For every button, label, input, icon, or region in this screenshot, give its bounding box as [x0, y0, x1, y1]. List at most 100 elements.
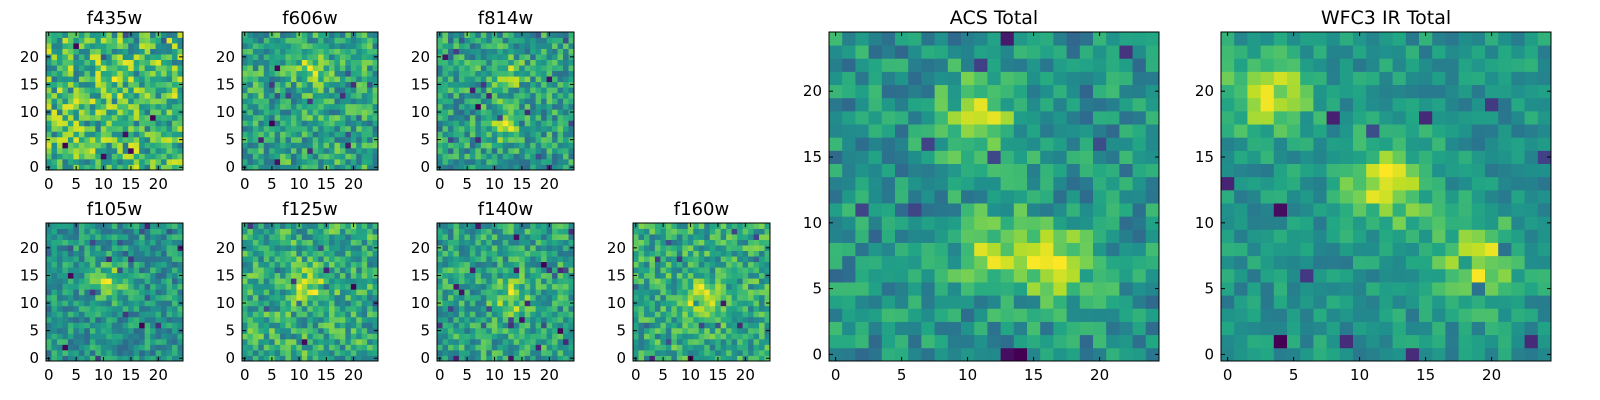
heatmap-cell — [934, 203, 949, 217]
heatmap-cell — [458, 316, 465, 323]
heatmap-cell — [1053, 347, 1067, 362]
heatmap-cell — [1066, 255, 1081, 270]
heatmap-cell — [269, 300, 276, 307]
heatmap-cell — [269, 125, 276, 132]
heatmap-cell — [155, 344, 162, 351]
heatmap-cell — [269, 234, 276, 240]
heatmap-cell — [447, 59, 454, 66]
heatmap-cell — [720, 344, 727, 351]
heatmap-cell — [177, 120, 184, 127]
y-tick-label: 15 — [20, 266, 39, 284]
heatmap-cell — [524, 261, 531, 268]
heatmap-cell — [285, 228, 292, 235]
heatmap-cell — [475, 267, 482, 274]
heatmap-cell — [497, 125, 504, 132]
heatmap-cell — [334, 164, 341, 171]
heatmap-cell — [312, 289, 319, 296]
heatmap-cell — [166, 103, 173, 110]
heatmap-cell — [122, 103, 129, 110]
heatmap-cell — [258, 267, 265, 274]
heatmap-cell — [318, 158, 324, 165]
heatmap-cell — [519, 65, 526, 72]
y-tick-label: 0 — [29, 349, 39, 367]
heatmap-cell — [502, 131, 509, 138]
heatmap-cell — [111, 300, 118, 307]
heatmap-cell — [296, 109, 303, 116]
heatmap-cell — [881, 163, 896, 178]
heatmap-cell — [144, 283, 151, 290]
heatmap-cell — [301, 125, 308, 132]
heatmap-cell — [638, 239, 645, 246]
heatmap-cell — [367, 147, 373, 154]
heatmap-cell — [73, 92, 80, 99]
heatmap-cell — [541, 76, 547, 83]
heatmap-cell — [155, 142, 162, 149]
heatmap-cell — [100, 158, 107, 165]
heatmap-cell — [557, 294, 564, 301]
heatmap-cell — [274, 228, 281, 235]
heatmap-cell — [285, 267, 292, 274]
heatmap-cell — [643, 228, 650, 235]
heatmap-cell — [552, 32, 558, 38]
heatmap-cell — [290, 48, 297, 55]
heatmap-cell — [280, 43, 286, 49]
heatmap-cell — [150, 76, 156, 83]
heatmap-cell — [106, 289, 113, 296]
heatmap-cell — [345, 76, 352, 83]
heatmap-cell — [290, 54, 297, 60]
heatmap-cell — [111, 76, 118, 83]
heatmap-cell — [339, 239, 346, 246]
heatmap-cell — [51, 81, 58, 88]
heatmap-cell — [908, 203, 922, 217]
heatmap-cell — [56, 223, 63, 229]
heatmap-cell — [312, 294, 319, 301]
heatmap-cell — [56, 81, 63, 88]
heatmap-cell — [458, 256, 465, 263]
heatmap-cell — [546, 131, 553, 138]
heatmap-cell — [530, 81, 537, 88]
heatmap-cell — [665, 283, 672, 290]
heatmap-cell — [643, 311, 650, 318]
heatmap-cell — [682, 256, 689, 263]
heatmap-cell — [122, 120, 129, 127]
heatmap-cell — [464, 272, 471, 279]
heatmap-cell — [552, 70, 558, 77]
heatmap-cell — [469, 54, 476, 60]
heatmap-cell — [660, 234, 667, 240]
heatmap-cell — [242, 338, 248, 345]
heatmap-cell — [280, 272, 286, 279]
heatmap-cell — [296, 103, 303, 110]
heatmap-cell — [285, 98, 292, 105]
heatmap-cell — [166, 120, 173, 127]
heatmap-cell — [339, 98, 346, 105]
heatmap-cell — [323, 278, 330, 285]
heatmap-cell — [106, 98, 113, 105]
heatmap-cell — [290, 65, 297, 72]
heatmap-cell — [568, 120, 575, 127]
x-tick-label: 5 — [71, 366, 81, 384]
x-tick-label: 5 — [267, 175, 277, 193]
heatmap-cell — [318, 256, 324, 263]
heatmap-cell — [111, 114, 118, 121]
heatmap-cell — [480, 109, 487, 116]
heatmap-cell — [166, 344, 173, 351]
heatmap-cell — [519, 153, 526, 160]
heatmap-cell — [508, 43, 515, 49]
heatmap-cell — [128, 109, 135, 116]
heatmap-cell — [111, 153, 118, 160]
heatmap-cell — [106, 164, 113, 171]
heatmap-cell — [513, 327, 520, 334]
heatmap-cell — [150, 48, 156, 55]
heatmap-cell — [513, 65, 520, 72]
heatmap-cell — [95, 228, 102, 235]
heatmap-cell — [166, 81, 173, 88]
heatmap-cell — [166, 54, 173, 60]
y-tick-label: 10 — [607, 294, 626, 312]
heatmap-cell — [67, 147, 74, 154]
heatmap-cell — [258, 136, 265, 143]
heatmap-cell — [682, 272, 689, 279]
heatmap-cell — [67, 92, 74, 99]
heatmap-cell — [128, 245, 135, 251]
heatmap-cell — [312, 355, 319, 362]
heatmap-cell — [339, 267, 346, 274]
